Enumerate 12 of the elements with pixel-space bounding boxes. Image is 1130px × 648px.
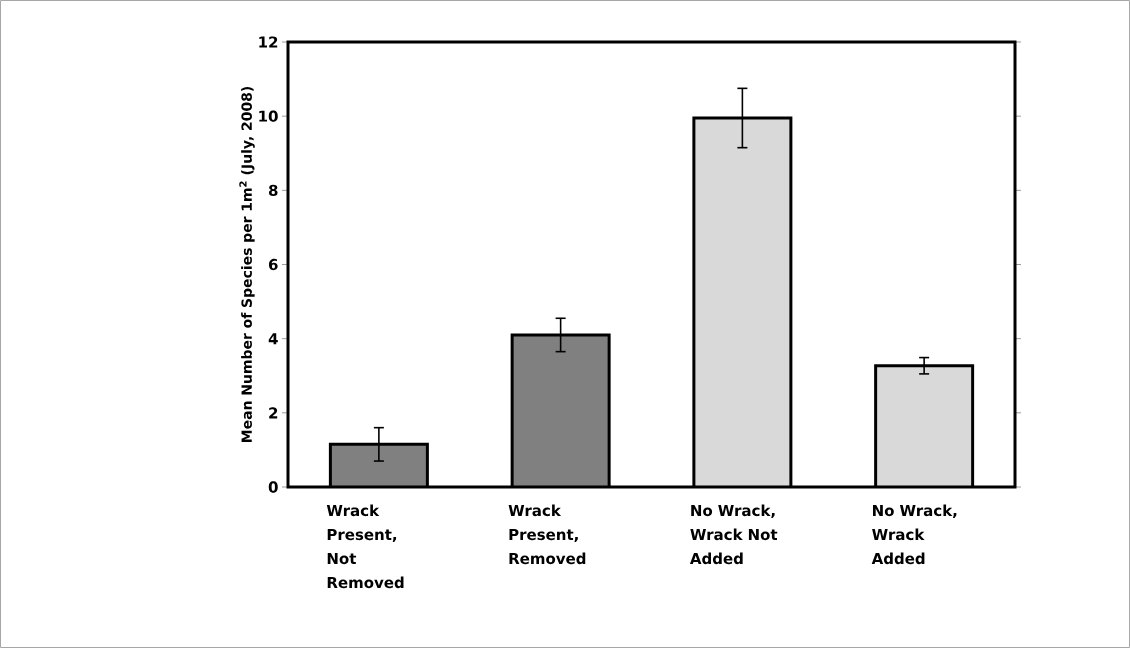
y-tick-label: 0	[268, 481, 278, 493]
y-tick-label: 6	[268, 258, 278, 271]
x-tick-label: Wrack Present, Removed	[508, 504, 586, 565]
y-axis-title: Mean Number of Species per 1m$^{2}$ (July, 2008)	[239, 86, 255, 443]
y-tick-label: 4	[268, 333, 278, 345]
y-tick-label: 8	[268, 184, 278, 197]
y-tick-label: 10	[259, 110, 278, 122]
y-tick-label: 12	[259, 36, 278, 48]
x-tick-label: Wrack Present, Not Removed	[326, 504, 404, 589]
x-tick-label: No Wrack, Wrack Added	[871, 504, 957, 565]
x-tick-label: No Wrack, Wrack Not Added	[689, 504, 778, 565]
y-tick-label: 2	[269, 407, 278, 419]
